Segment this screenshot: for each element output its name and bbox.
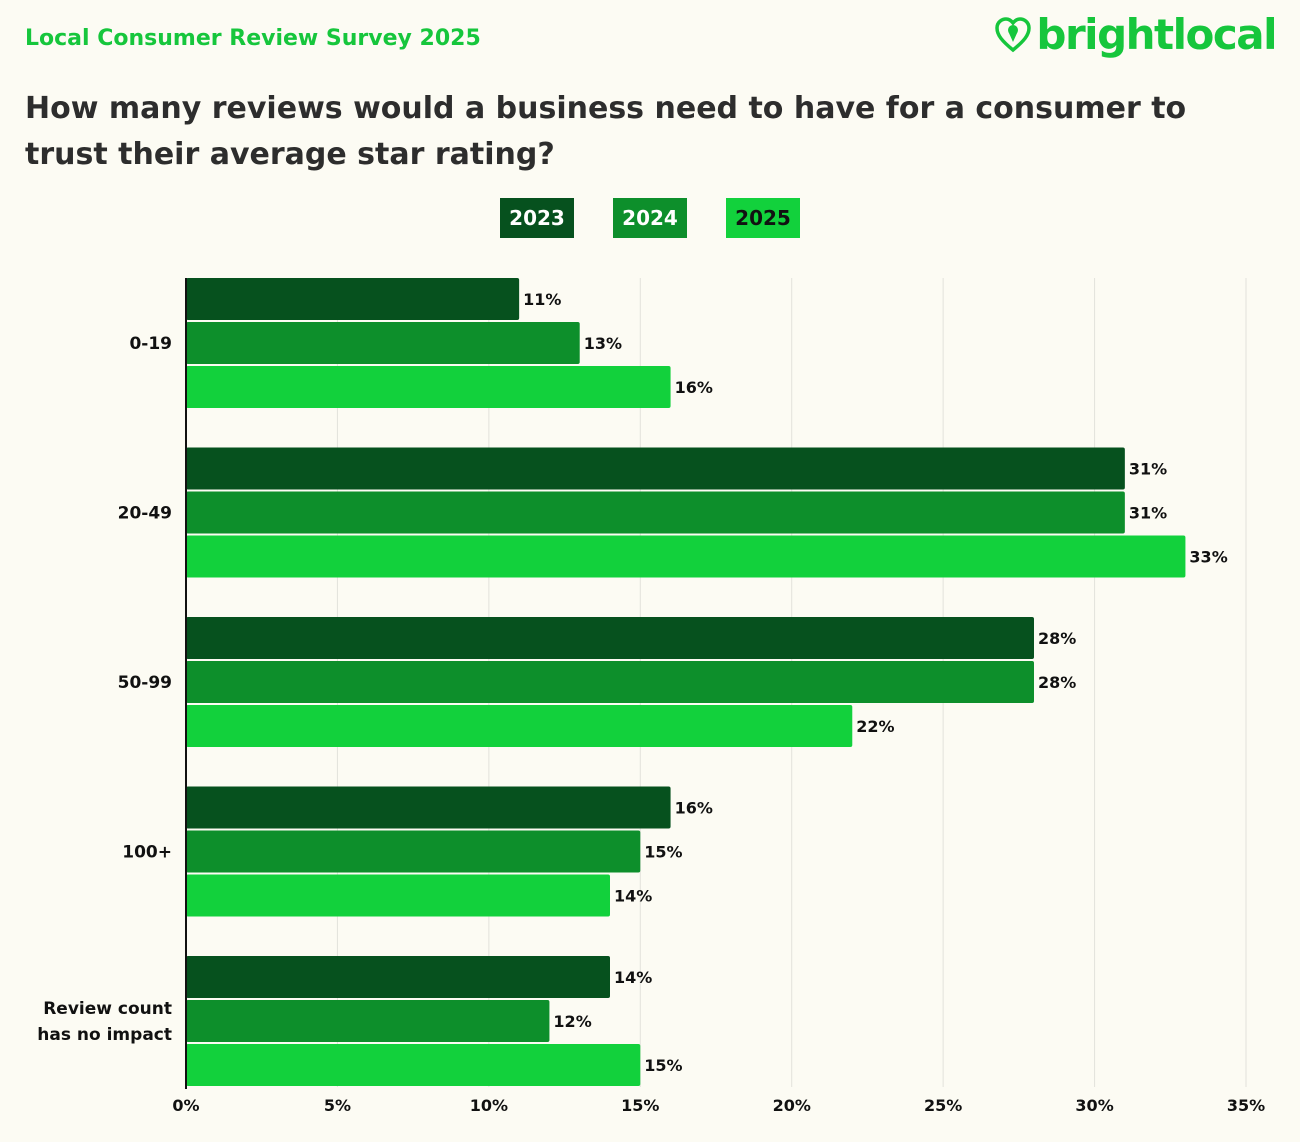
bar <box>186 705 853 747</box>
bar <box>186 535 1186 578</box>
x-tick-label: 15% <box>621 1096 659 1115</box>
bar-value-label: 15% <box>644 843 682 862</box>
legend-item-2023: 2023 <box>500 198 574 238</box>
x-tick-label: 20% <box>773 1096 811 1115</box>
bar <box>186 278 520 320</box>
bar-value-label: 31% <box>1129 460 1167 479</box>
survey-title: Local Consumer Review Survey 2025 <box>25 26 481 51</box>
bar <box>186 830 641 873</box>
bar <box>186 1044 641 1086</box>
x-tick-label: 10% <box>470 1096 508 1115</box>
category-label: has no impact <box>37 1025 172 1045</box>
x-tick-label: 5% <box>324 1096 351 1115</box>
x-tick-label: 25% <box>924 1096 962 1115</box>
chart-question: How many reviews would a business need t… <box>25 91 1187 172</box>
legend-item-2024: 2024 <box>613 198 687 238</box>
bar-value-label: 33% <box>1189 548 1227 567</box>
bar-value-label: 14% <box>614 887 652 906</box>
bar-value-label: 16% <box>675 799 713 818</box>
bar-value-label: 12% <box>553 1012 591 1031</box>
legend-item-2025: 2025 <box>726 198 800 238</box>
bar <box>186 874 610 917</box>
category-label: 20-49 <box>118 504 172 524</box>
category-label: 0-19 <box>129 334 172 354</box>
bar <box>186 447 1125 490</box>
x-tick-label: 35% <box>1227 1096 1265 1115</box>
bar-value-label: 14% <box>614 968 652 987</box>
bar-value-label: 31% <box>1129 504 1167 523</box>
category-label: Review count <box>43 999 172 1019</box>
x-tick-label: 30% <box>1075 1096 1113 1115</box>
heart-pin-icon <box>994 17 1032 53</box>
bar <box>186 366 671 408</box>
category-label: 50-99 <box>118 673 172 693</box>
bar <box>186 322 580 364</box>
x-tick-label: 0% <box>172 1096 199 1115</box>
brand-name: brightlocal <box>1036 10 1277 59</box>
category-label: 100+ <box>122 843 172 863</box>
brand-logo[interactable]: brightlocal <box>994 10 1277 59</box>
bar <box>186 617 1034 659</box>
bar-value-label: 28% <box>1038 629 1076 648</box>
bar <box>186 786 671 829</box>
bar <box>186 1000 550 1042</box>
bar-value-label: 28% <box>1038 673 1076 692</box>
bar <box>186 491 1125 534</box>
bar <box>186 661 1034 703</box>
bar-value-label: 22% <box>856 717 894 736</box>
bar-value-label: 15% <box>644 1056 682 1075</box>
chart-legend: 2023 2024 2025 <box>500 198 800 238</box>
bar <box>186 956 610 998</box>
bar-value-label: 13% <box>584 334 622 353</box>
bar-value-label: 16% <box>675 378 713 397</box>
bar-value-label: 11% <box>523 290 561 309</box>
